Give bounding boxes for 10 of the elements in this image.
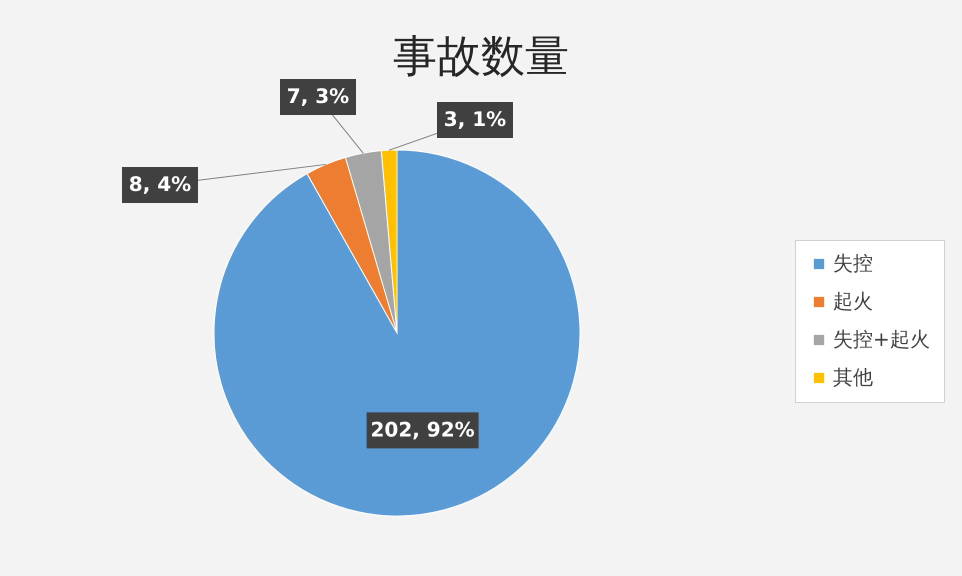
legend-label: 失控	[833, 251, 873, 275]
legend-label: 起火	[833, 289, 873, 313]
data-label: 202, 92%	[370, 417, 475, 442]
chart-title: 事故数量	[393, 31, 569, 82]
legend-label: 其他	[833, 365, 873, 389]
data-label: 3, 1%	[444, 107, 506, 131]
data-label: 7, 3%	[286, 84, 350, 108]
legend-label: 失控+起火	[833, 327, 930, 351]
pie-slice	[214, 150, 580, 516]
data-label: 8, 4%	[128, 172, 192, 196]
